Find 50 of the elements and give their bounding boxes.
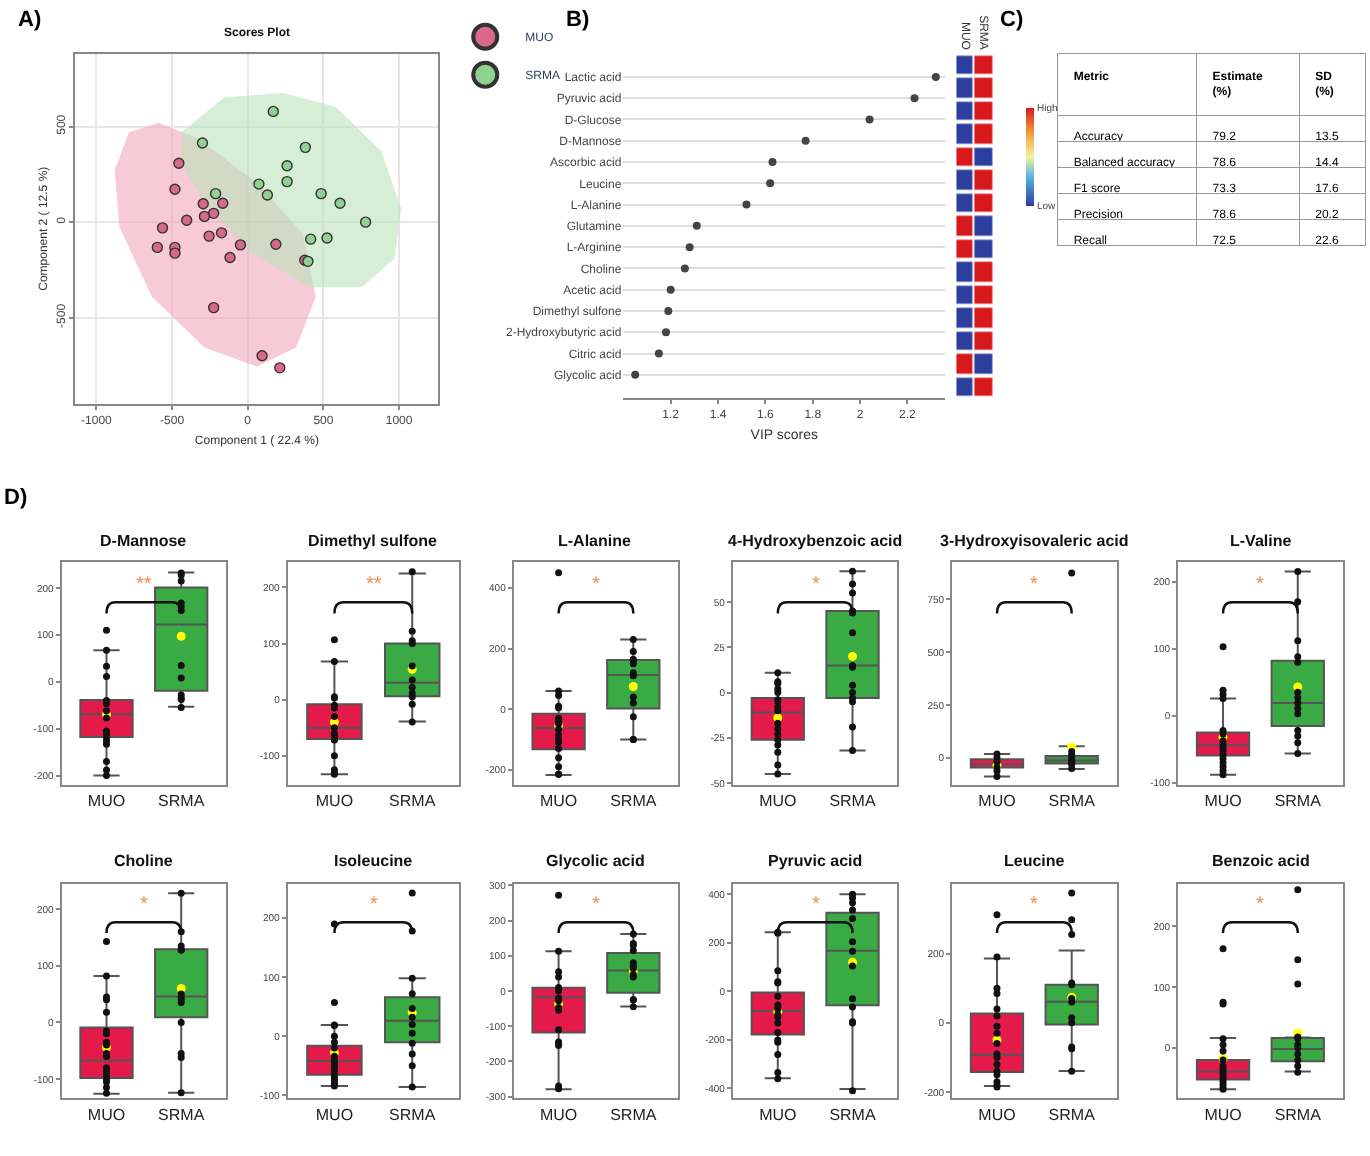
x-tick-label: MUO [1204, 792, 1242, 811]
x-tick-label: MUO [759, 1105, 797, 1124]
chart-title: D-Mannose [100, 532, 188, 550]
x-tick-label: MUO [759, 792, 797, 811]
annotation: * [592, 894, 600, 916]
annotation: * [592, 574, 600, 596]
x-tick-label: SRMA [1048, 1105, 1097, 1124]
x-tick-label: MUO [978, 1105, 1016, 1124]
x-tick-label: SRMA [829, 792, 877, 811]
x-tick-label: MUO [87, 1105, 126, 1124]
chart-title: Leucine [1004, 852, 1066, 870]
x-tick-label: SRMA [829, 1105, 877, 1124]
x-tick-label: MUO [539, 792, 578, 811]
x-tick-label: MUO [315, 792, 354, 811]
chart-title: Choline [114, 852, 174, 870]
annotation: ** [366, 574, 382, 596]
x-tick-label: MUO [87, 792, 126, 811]
annotation: * [140, 894, 148, 916]
x-tick-label: MUO [539, 1105, 578, 1124]
chart-title: 4-Hydroxybenzoic acid [728, 532, 903, 550]
x-tick-label: MUO [1204, 1105, 1242, 1124]
x-tick-label: SRMA [610, 792, 658, 811]
annotation: * [1030, 574, 1038, 596]
chart-title: Isoleucine [334, 852, 414, 870]
chart-title: Dimethyl sulfone [308, 532, 439, 550]
x-tick-label: SRMA [1274, 792, 1323, 811]
x-tick-label: SRMA [389, 792, 437, 811]
x-tick-label: SRMA [158, 1105, 206, 1124]
annotation: * [812, 574, 820, 596]
chart-title: 3-Hydroxyisovaleric acid [940, 532, 1129, 550]
chart-title: Pyruvic acid [768, 852, 863, 870]
x-tick-label: MUO [315, 1105, 354, 1124]
text: B) [566, 8, 590, 32]
annotation: * [1030, 894, 1038, 916]
text: C) [1000, 8, 1024, 32]
chart-title: Benzoic acid [1212, 852, 1311, 870]
annotation: * [370, 894, 378, 916]
annotation: ** [136, 574, 152, 596]
x-tick-label: SRMA [610, 1105, 658, 1124]
chart-title: L-Valine [1230, 532, 1293, 550]
text: A) [18, 8, 42, 32]
annotation: * [812, 894, 820, 916]
x-tick-label: SRMA [1274, 1105, 1323, 1124]
annotation: * [1256, 574, 1264, 596]
text: D) [4, 486, 28, 510]
x-tick-label: SRMA [1048, 792, 1097, 811]
x-tick-label: MUO [978, 792, 1016, 811]
x-tick-label: SRMA [158, 792, 206, 811]
annotation: * [1256, 894, 1264, 916]
x-tick-label: SRMA [389, 1105, 437, 1124]
